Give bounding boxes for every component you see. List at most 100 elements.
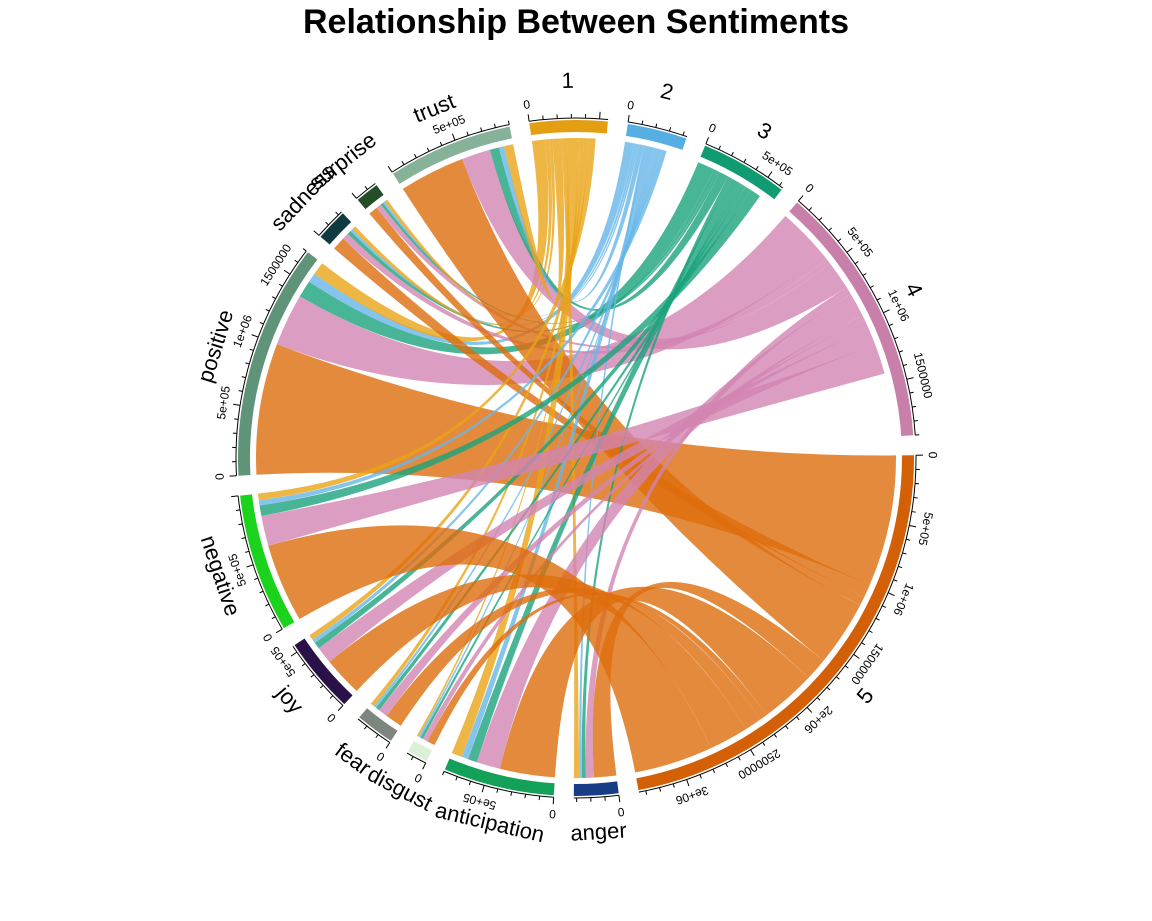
axis-tick-anger <box>618 795 621 803</box>
axis-tick-joy <box>301 663 306 667</box>
axis-tick-trust <box>451 133 456 141</box>
axis-tick-negative <box>275 628 283 634</box>
axis-tick-5 <box>844 665 849 669</box>
chord-link-joy-to-5 <box>329 574 747 749</box>
tick-label-5: 3e+06 <box>674 783 711 807</box>
sector-arc-positive <box>237 252 318 476</box>
axis-tick-trust <box>387 165 393 173</box>
sector-label-surprise: surprise <box>304 127 381 195</box>
chord-link-anger-to-5 <box>592 582 824 778</box>
tick-label-joy: 5e+05 <box>267 644 298 680</box>
chord-link-sadness-to-4 <box>343 233 827 354</box>
chord-link-trust-to-1 <box>504 138 565 301</box>
sector-arc-anger <box>573 781 619 796</box>
tick-label-2: 0 <box>626 98 635 113</box>
axis-tick-4 <box>903 363 908 367</box>
axis-tick-trust <box>480 127 483 132</box>
axis-tick-4 <box>837 238 842 242</box>
axis-tick-negative <box>246 564 254 568</box>
axis-tick-5 <box>725 762 729 768</box>
axis-tick-4 <box>798 195 804 202</box>
axis-tick-3 <box>743 158 747 163</box>
axis-tick-anticipation <box>481 785 485 793</box>
axis-tick-positive <box>278 283 283 287</box>
axis-tick-5 <box>806 707 813 713</box>
chord-link-sadness-to-5 <box>334 238 870 597</box>
axis-tick-sadness <box>335 211 339 216</box>
sector-axis-positive <box>235 250 307 476</box>
links-layer <box>256 137 897 778</box>
axis-tick-4 <box>808 207 813 211</box>
axis-tick-3 <box>755 165 759 170</box>
sector-arc-sadness <box>320 213 352 245</box>
axis-tick-surprise <box>351 192 357 199</box>
sector-axis-joy <box>292 645 344 706</box>
axis-tick-joy <box>290 651 298 657</box>
axis-tick-negative <box>231 495 239 498</box>
sector-arc-2 <box>625 123 687 150</box>
axis-tick-5 <box>737 756 741 761</box>
sector-label-2: 2 <box>658 78 676 105</box>
axis-tick-surprise <box>364 186 368 190</box>
axis-tick-joy <box>319 684 324 689</box>
axis-tick-5 <box>762 741 766 746</box>
tick-label-3: 5e+05 <box>760 148 796 179</box>
axis-tick-negative <box>265 603 270 607</box>
axis-tick-4 <box>912 405 917 408</box>
axis-tick-positive <box>241 376 246 379</box>
sector-arc-joy <box>294 638 353 705</box>
axis-tick-joy <box>310 674 315 678</box>
axis-tick-2 <box>669 127 672 132</box>
axis-tick-positive <box>233 403 241 406</box>
axis-tick-anticipation <box>468 781 472 786</box>
sector-label-1: 1 <box>561 68 574 93</box>
chord-link-disgust-to-5 <box>427 592 767 746</box>
axis-tick-4 <box>894 336 899 340</box>
axis-tick-5 <box>868 630 873 634</box>
tick-label-1: 0 <box>523 97 532 112</box>
sector-arc-anticipation <box>444 758 555 796</box>
axis-tick-5 <box>911 511 916 513</box>
axis-tick-4 <box>876 297 881 301</box>
axis-tick-4 <box>883 309 890 314</box>
sector-arc-fear <box>359 708 398 741</box>
axis-tick-joy <box>337 705 344 711</box>
sector-axis-4 <box>798 200 916 436</box>
axis-tick-3 <box>779 182 783 186</box>
axis-tick-positive <box>245 362 250 365</box>
chord-link-anticipation-to-5 <box>499 586 809 778</box>
axis-tick-fear <box>375 734 379 739</box>
axis-tick-disgust <box>422 762 427 770</box>
tick-label-5: 1e+06 <box>890 581 916 618</box>
axis-tick-5 <box>672 783 675 788</box>
axis-tick-disgust <box>410 756 414 761</box>
axis-tick-positive <box>283 269 291 275</box>
axis-tick-5 <box>853 653 860 659</box>
sector-label-5: 5 <box>852 683 879 708</box>
axis-tick-5 <box>887 592 895 597</box>
axis-tick-5 <box>773 733 777 738</box>
axis-tick-anticipation <box>510 791 513 796</box>
axis-tick-5 <box>882 605 887 608</box>
sector-axis-2 <box>628 121 688 138</box>
axis-tick-3 <box>767 171 773 178</box>
axis-tick-5 <box>875 617 880 621</box>
chord-link-anticipation-to-2 <box>461 145 654 760</box>
axis-tick-4 <box>818 217 823 221</box>
axis-tick-5 <box>893 579 898 582</box>
sector-axis-trust <box>391 124 510 173</box>
axis-tick-joy <box>329 695 334 699</box>
chord-link-fear-to-5 <box>386 587 761 730</box>
axis-tick-4 <box>898 350 904 353</box>
sector-axis-3 <box>705 143 784 189</box>
axis-tick-5 <box>902 552 907 555</box>
sector-axis-1 <box>529 117 609 122</box>
sector-label-joy: joy <box>271 680 309 718</box>
axis-tick-4 <box>906 377 914 380</box>
axis-tick-4 <box>888 323 894 327</box>
axis-tick-trust <box>401 161 405 165</box>
tick-label-5: 0 <box>926 452 940 459</box>
axis-tick-5 <box>796 716 800 721</box>
